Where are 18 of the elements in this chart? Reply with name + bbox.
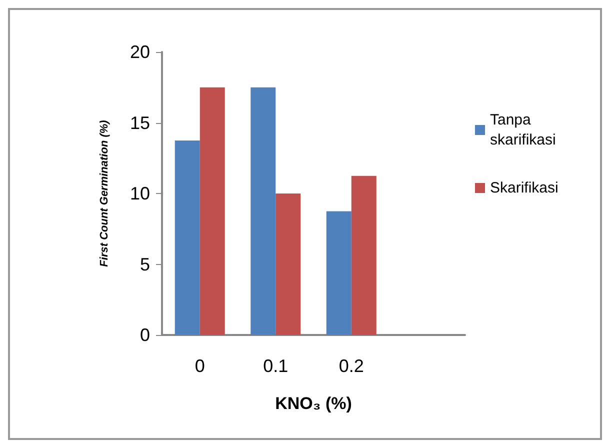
- x-axis-title: KNO₃ (%): [275, 394, 352, 413]
- legend-label: Skarifikasi: [490, 180, 558, 196]
- bar: [351, 176, 376, 335]
- x-tick-label: 0.1: [263, 356, 288, 376]
- y-axis-title: First Count Germination (%): [98, 120, 110, 267]
- x-tick-label: 0: [194, 356, 205, 376]
- bar: [276, 194, 301, 335]
- legend-label: Tanpa skarifikasi: [490, 112, 556, 148]
- bar: [174, 140, 200, 335]
- bar: [200, 87, 225, 335]
- y-tick-label: 20: [130, 42, 150, 62]
- y-tick-label: 15: [130, 112, 150, 133]
- y-tick-label: 0: [140, 325, 150, 345]
- y-tick-label: 5: [140, 254, 150, 274]
- bar: [326, 211, 352, 335]
- x-tick-label: 0.2: [338, 356, 364, 376]
- bar: [250, 87, 276, 335]
- y-tick-label: 10: [130, 184, 150, 204]
